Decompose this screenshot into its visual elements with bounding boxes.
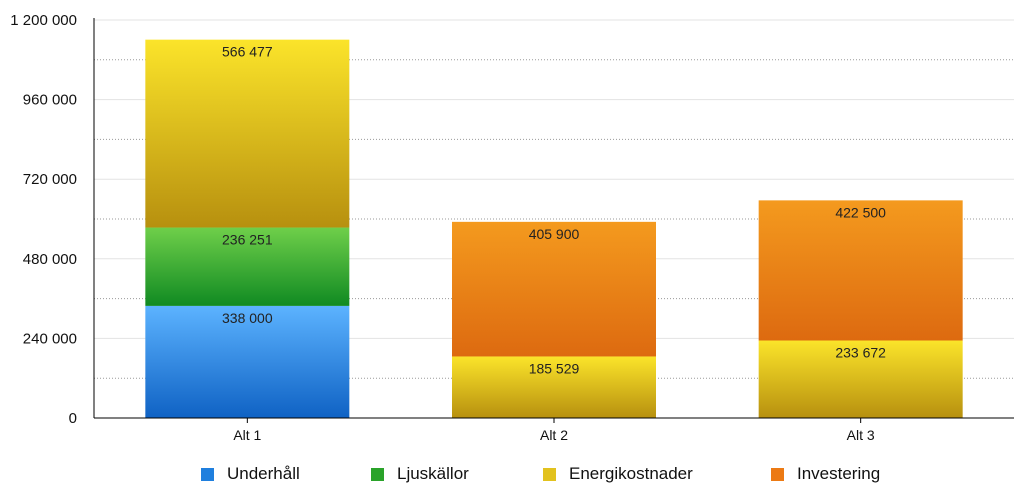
data-label: 185 529 bbox=[529, 360, 580, 376]
legend-label: Investering bbox=[797, 464, 881, 483]
y-tick-label: 240 000 bbox=[23, 330, 77, 347]
data-label: 338 000 bbox=[222, 310, 273, 326]
legend-swatch bbox=[371, 467, 384, 481]
data-label: 566 477 bbox=[222, 44, 273, 60]
data-label: 422 500 bbox=[835, 204, 886, 220]
legend-item: Investering bbox=[771, 462, 880, 486]
y-tick-label: 960 000 bbox=[23, 92, 77, 109]
x-tick-label: Alt 1 bbox=[233, 427, 261, 443]
legend-item: Energikostnader bbox=[543, 462, 693, 486]
legend-item: Underhåll bbox=[201, 462, 300, 486]
legend-item: Ljuskällor bbox=[371, 462, 469, 486]
bar-segment bbox=[758, 340, 963, 418]
bars bbox=[145, 39, 963, 418]
x-tick-label: Alt 3 bbox=[847, 427, 875, 443]
y-tick-label: 480 000 bbox=[23, 251, 77, 268]
legend-label: Energikostnader bbox=[569, 464, 693, 483]
y-tick-label: 1 200 000 bbox=[10, 12, 77, 29]
axes bbox=[93, 18, 1014, 423]
legend-label: Ljuskällor bbox=[397, 464, 469, 483]
legend-swatch bbox=[543, 467, 556, 481]
bar-segment bbox=[145, 227, 350, 306]
labels: 0 240 000 480 000 720 000 960 000 1 200 000 33… bbox=[10, 12, 886, 443]
bar-segment bbox=[452, 221, 656, 357]
data-label: 233 672 bbox=[835, 344, 886, 360]
bar-segment bbox=[452, 356, 656, 418]
legend-swatch bbox=[201, 467, 214, 481]
y-tick-label: 720 000 bbox=[23, 171, 77, 188]
bar-segment bbox=[145, 305, 350, 418]
data-label: 236 251 bbox=[222, 232, 273, 248]
stacked-bar-chart: 0 240 000 480 000 720 000 960 000 1 200 000 33… bbox=[10, 12, 1014, 443]
x-tick-label: Alt 2 bbox=[540, 427, 568, 443]
bar-segment bbox=[145, 39, 350, 228]
bar-segment bbox=[758, 200, 963, 341]
legend-swatch bbox=[771, 467, 784, 481]
y-tick-label: 0 bbox=[69, 410, 77, 427]
legend: Underhåll Ljuskällor Energikostnader Invest… bbox=[0, 462, 1014, 486]
data-label: 405 900 bbox=[529, 226, 580, 242]
legend-label: Underhåll bbox=[227, 464, 300, 483]
